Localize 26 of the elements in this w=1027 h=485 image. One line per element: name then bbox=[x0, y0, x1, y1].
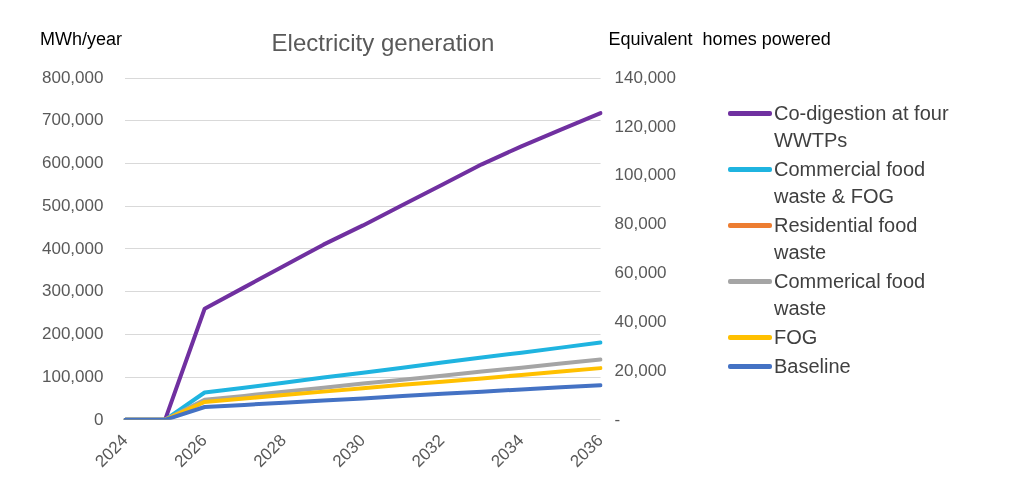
legend-label: Commercial food waste & FOG bbox=[774, 157, 927, 209]
y-tick-label: 300,000 bbox=[42, 281, 104, 301]
legend-label: FOG bbox=[774, 325, 819, 350]
y2-tick-label: 100,000 bbox=[614, 165, 676, 185]
y2-tick-label: 80,000 bbox=[614, 214, 667, 234]
y-tick-label: 200,000 bbox=[42, 324, 104, 344]
y-tick-label: 100,000 bbox=[42, 366, 104, 386]
y-tick-label: 600,000 bbox=[42, 153, 104, 173]
y-tick-label: 400,000 bbox=[42, 238, 104, 258]
y-tick-label: 800,000 bbox=[42, 67, 104, 87]
y-tick-label: 500,000 bbox=[42, 195, 104, 215]
y2-tick-label: 40,000 bbox=[614, 311, 667, 331]
chart-title: Electricity generation bbox=[271, 28, 495, 56]
y2-axis-title: Equivalent homes powered bbox=[608, 28, 831, 49]
legend-label: Residential food waste bbox=[774, 213, 919, 265]
y2-tick-label: 120,000 bbox=[614, 116, 676, 136]
y2-tick-label: - bbox=[614, 409, 621, 429]
y-axis-title: MWh/year bbox=[40, 28, 123, 49]
legend-label: Co-digestion at four WWTPs bbox=[774, 101, 950, 153]
legend-label: Commerical food waste bbox=[774, 269, 927, 321]
y-tick-label: 700,000 bbox=[42, 110, 104, 130]
y2-tick-label: 20,000 bbox=[614, 360, 667, 380]
y2-tick-label: 60,000 bbox=[614, 263, 667, 283]
y2-tick-label: 140,000 bbox=[614, 67, 676, 87]
legend-label: Baseline bbox=[774, 354, 852, 379]
y-tick-label: 0 bbox=[93, 409, 104, 429]
